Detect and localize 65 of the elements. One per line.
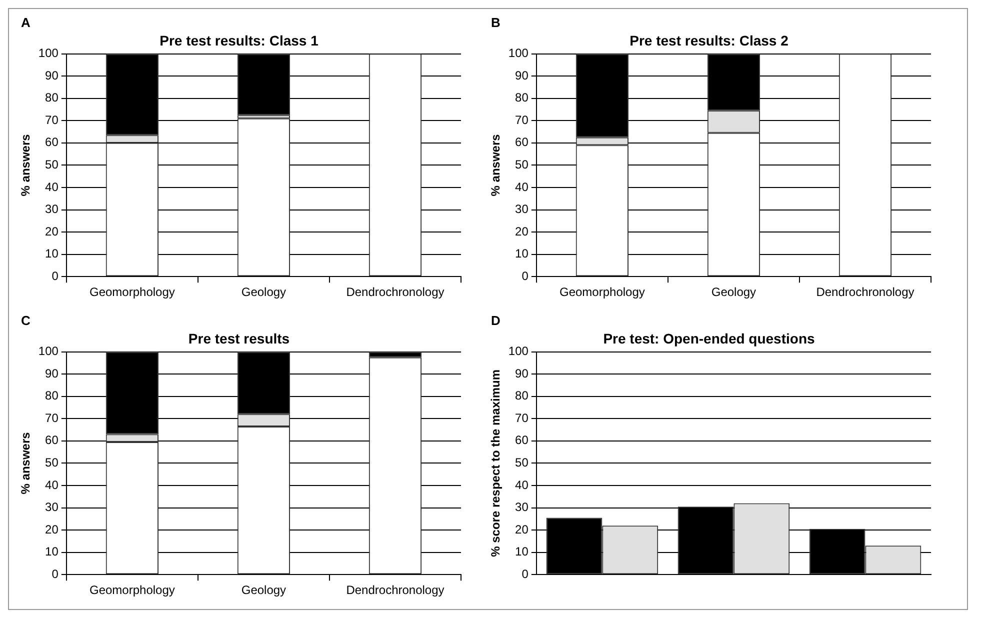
y-tick-label: 40	[515, 180, 529, 194]
y-tick-label: 60	[45, 433, 59, 448]
y-tick-label: 90	[515, 68, 529, 82]
y-tick-label: 70	[45, 112, 59, 127]
y-tick-label: 40	[45, 478, 59, 492]
x-tick-label: Dendrochronology	[346, 583, 444, 598]
y-tick-label: 80	[45, 90, 59, 105]
y-tick-label: 30	[45, 202, 59, 216]
y-tick-label: 10	[45, 544, 59, 559]
y-axis-title: % answers	[18, 134, 33, 196]
y-tick-label: 90	[515, 366, 529, 380]
x-tick-label: Geomorphology	[89, 285, 175, 300]
y-tick-label: 100	[508, 46, 529, 60]
y-tick-label: 20	[45, 522, 59, 536]
y-axis-title: % score respect to the maximum	[488, 369, 503, 557]
x-tick-label: Geomorphology	[89, 583, 175, 598]
y-tick-label: 100	[508, 344, 529, 358]
y-tick-label: 30	[45, 500, 59, 514]
x-tick-label: Dendrochronology	[816, 285, 914, 300]
chart-title: Pre test results: Class 1	[160, 32, 319, 48]
y-tick-label: 50	[515, 158, 529, 172]
x-tick-label: Dendrochronology	[346, 285, 444, 300]
y-tick-label: 60	[45, 135, 59, 150]
y-tick-label: 70	[45, 410, 59, 425]
y-tick-label: 80	[45, 388, 59, 403]
text: A	[21, 15, 30, 30]
y-tick-label: 0	[52, 566, 59, 581]
y-tick-label: 90	[45, 366, 59, 380]
y-tick-label: 0	[522, 268, 529, 283]
x-tick-label: Geology	[241, 583, 286, 598]
y-tick-label: 50	[45, 158, 59, 172]
y-tick-label: 20	[515, 522, 529, 536]
y-tick-label: 50	[515, 456, 529, 470]
y-tick-label: 100	[38, 46, 59, 60]
y-tick-label: 20	[45, 224, 59, 238]
y-tick-label: 60	[515, 433, 529, 448]
y-tick-label: 90	[45, 68, 59, 82]
y-tick-label: 40	[45, 180, 59, 194]
x-tick-label: Geology	[711, 285, 756, 300]
y-tick-label: 100	[38, 344, 59, 358]
y-tick-label: 30	[515, 202, 529, 216]
text: D	[491, 313, 500, 328]
chart-title: Pre test: Open-ended questions	[603, 330, 816, 346]
y-tick-label: 20	[515, 224, 529, 238]
y-tick-label: 10	[45, 246, 59, 261]
y-tick-label: 10	[515, 544, 529, 559]
y-tick-label: 40	[515, 478, 529, 492]
y-axis-title: % answers	[18, 432, 33, 494]
x-tick-label: Geomorphology	[559, 285, 645, 300]
y-tick-label: 80	[515, 388, 529, 403]
y-tick-label: 0	[52, 268, 59, 283]
y-tick-label: 70	[515, 112, 529, 127]
y-axis-title: % answers	[488, 134, 503, 196]
y-tick-label: 30	[515, 500, 529, 514]
y-tick-label: 70	[515, 410, 529, 425]
chart-title: Pre test results	[188, 330, 290, 346]
y-tick-label: 50	[45, 456, 59, 470]
y-tick-label: 0	[522, 566, 529, 581]
y-tick-label: 60	[515, 135, 529, 150]
x-tick-label: Geology	[241, 285, 286, 300]
y-tick-label: 10	[515, 246, 529, 261]
text: C	[21, 313, 30, 328]
text: B	[491, 15, 500, 30]
y-tick-label: 80	[515, 90, 529, 105]
chart-title: Pre test results: Class 2	[630, 32, 789, 48]
